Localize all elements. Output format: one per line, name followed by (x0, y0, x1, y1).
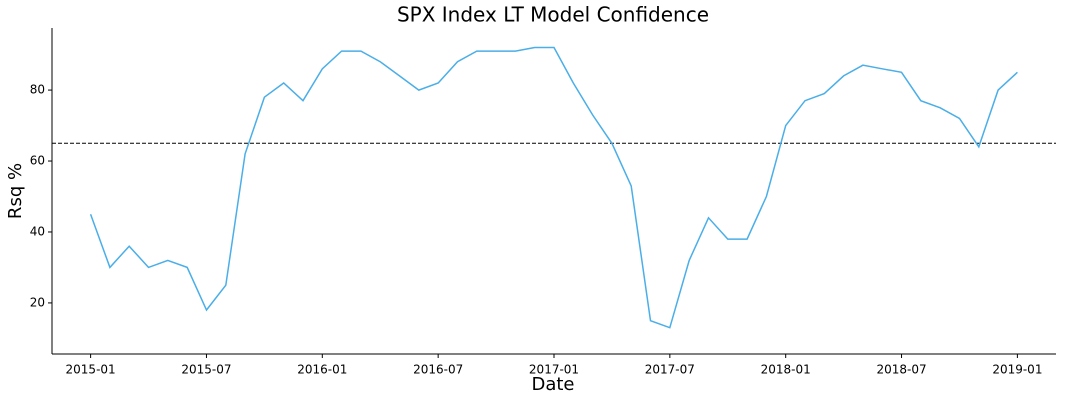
chart-title: SPX Index LT Model Confidence (397, 3, 709, 27)
x-axis-label: Date (531, 374, 574, 395)
x-tick-label: 2015-07 (181, 363, 231, 377)
y-tick-label: 80 (30, 83, 45, 97)
x-tick-label: 2019-01 (992, 363, 1042, 377)
x-tick-label: 2017-07 (645, 363, 695, 377)
data-line (89, 46, 1018, 329)
y-tick-label: 40 (30, 224, 45, 238)
y-axis-label: Rsq % (5, 163, 26, 219)
x-tick-label: 2016-07 (413, 363, 463, 377)
x-tick-label: 2017-01 (529, 363, 579, 377)
y-tick-label: 20 (30, 295, 45, 309)
x-tick-label: 2018-07 (876, 363, 926, 377)
x-tick-label: 2018-01 (761, 363, 811, 377)
x-tick-label: 2015-01 (66, 363, 116, 377)
x-tick-label: 2016-01 (297, 363, 347, 377)
y-tick-label: 60 (30, 154, 45, 168)
